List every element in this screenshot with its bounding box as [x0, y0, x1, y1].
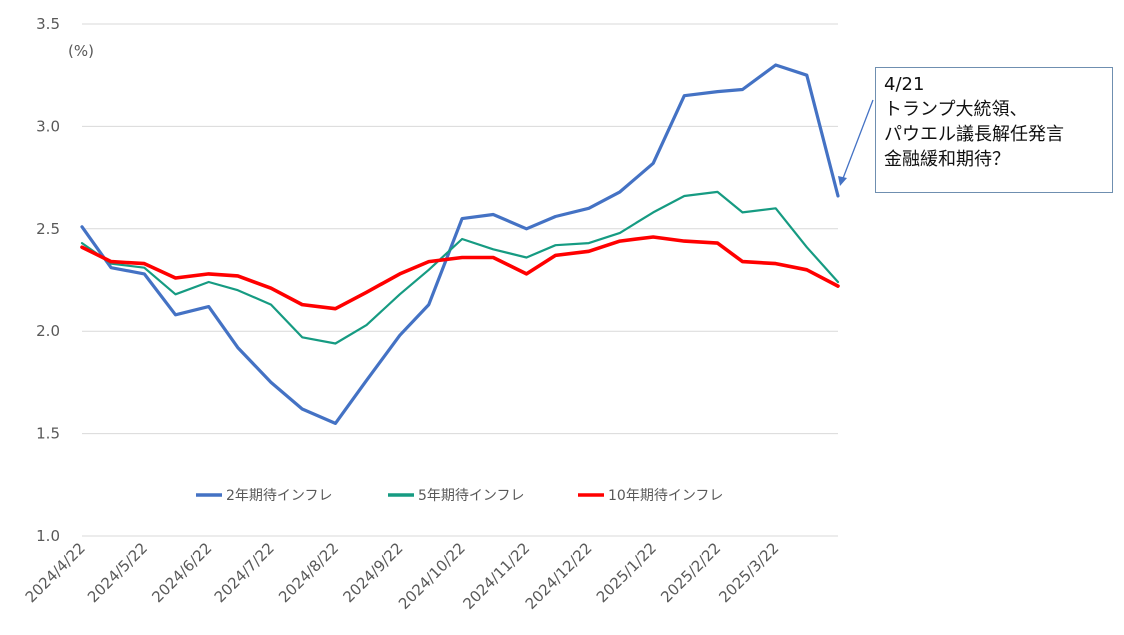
x-tick-label: 2025/3/22	[715, 539, 782, 606]
callout-line-4: 金融緩和期待？	[884, 149, 1010, 170]
x-axis-ticks: 2024/4/222024/5/222024/6/222024/7/222024…	[22, 539, 783, 613]
unit-label: (%)	[68, 42, 94, 60]
legend-label-2: 5年期待インフレ	[418, 488, 525, 504]
x-tick-label: 2024/4/22	[22, 539, 89, 606]
x-tick-label: 2024/12/22	[522, 539, 596, 613]
y-tick-label: 2.5	[36, 220, 60, 238]
callout-arrow	[838, 99, 874, 186]
x-tick-label: 2024/7/22	[211, 539, 278, 606]
gridlines	[82, 23, 838, 537]
series-lines	[80, 63, 840, 425]
x-tick-label: 2024/8/22	[275, 539, 342, 606]
y-tick-label: 1.0	[36, 527, 60, 545]
series-line-1	[80, 63, 840, 425]
x-tick-label: 2024/10/22	[395, 539, 469, 613]
callout-date: 4/21	[884, 74, 925, 95]
legend-label-1: 2年期待インフレ	[226, 488, 333, 504]
annotation-callout: 4/21 トランプ大統領、 パウエル議長解任発言 金融緩和期待？	[875, 67, 1113, 193]
y-tick-label: 3.0	[36, 117, 60, 135]
x-tick-label: 2024/6/22	[148, 539, 215, 606]
y-tick-label: 3.5	[36, 15, 60, 33]
x-tick-label: 2025/1/22	[593, 539, 660, 606]
callout-line-3: パウエル議長解任発言	[884, 124, 1064, 145]
y-tick-label: 2.0	[36, 322, 60, 340]
series-line-3	[80, 235, 840, 311]
series-line-2	[80, 190, 840, 345]
legend-label-3: 10年期待インフレ	[608, 488, 723, 504]
x-tick-label: 2024/9/22	[339, 539, 406, 606]
y-axis-ticks: 3.5 3.0 2.5 2.0 1.5 1.0	[36, 15, 60, 545]
legend: 2年期待インフレ 5年期待インフレ 10年期待インフレ	[196, 488, 723, 504]
x-tick-label: 2024/5/22	[84, 539, 151, 606]
callout-line-2: トランプ大統領、	[884, 99, 1028, 120]
x-tick-label: 2025/2/22	[657, 539, 724, 606]
y-tick-label: 1.5	[36, 425, 60, 443]
